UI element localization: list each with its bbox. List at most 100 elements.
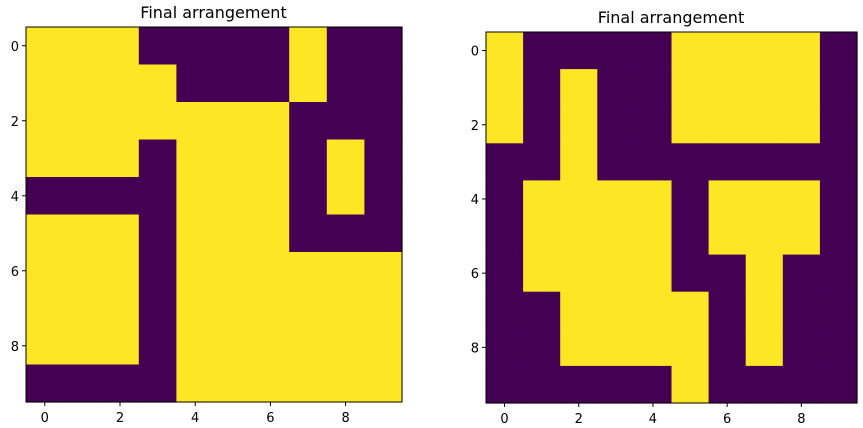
chart-right-cell-r7-c4 <box>634 291 673 330</box>
chart-left-cell-r8-c9 <box>364 327 403 366</box>
chart-left-cell-r5-c3 <box>138 214 177 253</box>
chart-right-x-ticks: 0 2 4 6 8 <box>500 403 805 427</box>
chart-left-cells <box>26 27 403 403</box>
chart-left-cell-r8-c7 <box>289 327 328 366</box>
chart-left-cell-r7-c6 <box>251 289 290 328</box>
chart-left-x-tick-label: 4 <box>191 411 199 426</box>
chart-left-cell-r9-c2 <box>101 364 140 403</box>
chart-left-y-ticks: 0 2 4 6 8 <box>11 40 26 355</box>
chart-right-cell-r2-c1 <box>523 106 561 144</box>
chart-right-cell-r0-c5 <box>671 32 710 70</box>
chart-left-cell-r1-c3 <box>138 64 177 103</box>
chart-left-cell-r5-c9 <box>364 214 403 253</box>
chart-right-cell-r9-c5 <box>671 365 710 404</box>
chart-left-cell-r8-c8 <box>326 327 365 366</box>
chart-right-cell-r0-c7 <box>745 32 784 70</box>
chart-right-cell-r9-c6 <box>708 365 747 404</box>
chart-right-cell-r7-c6 <box>708 291 747 330</box>
chart-left-cell-r9-c0 <box>26 364 65 403</box>
chart-left-cell-r0-c3 <box>138 27 177 66</box>
chart-left-cell-r0-c8 <box>326 27 365 66</box>
chart-left-cell-r2-c4 <box>176 102 215 141</box>
chart-right-x-tick-label: 2 <box>575 412 583 427</box>
chart-right: Final arrangement 0 2 4 6 8 0 2 4 6 8 <box>471 8 858 427</box>
chart-left-cell-r1-c4 <box>176 64 215 103</box>
chart-left: Final arrangement 0 2 4 6 8 0 2 4 6 8 <box>11 3 403 426</box>
chart-right-x-tick-label: 8 <box>797 412 805 427</box>
chart-right-cell-r6-c3 <box>597 254 635 293</box>
chart-right-cell-r9-c9 <box>819 365 858 404</box>
chart-right-cell-r7-c2 <box>560 291 598 330</box>
chart-right-cell-r4-c4 <box>634 180 673 219</box>
chart-left-cell-r0-c9 <box>364 27 403 66</box>
chart-left-cell-r7-c2 <box>101 289 140 328</box>
chart-right-cell-r7-c1 <box>523 291 561 330</box>
chart-left-cell-r0-c6 <box>251 27 290 66</box>
chart-right-cell-r3-c5 <box>671 143 710 181</box>
chart-right-cell-r5-c1 <box>523 217 561 256</box>
chart-left-cell-r1-c5 <box>214 64 253 103</box>
chart-left-cell-r7-c9 <box>364 289 403 328</box>
chart-left-cell-r5-c5 <box>214 214 253 253</box>
chart-left-cell-r8-c1 <box>63 327 102 366</box>
chart-right-cell-r9-c0 <box>486 365 524 404</box>
chart-right-cell-r9-c2 <box>560 365 598 404</box>
chart-left-cell-r1-c2 <box>101 64 140 103</box>
chart-left-y-tick-label: 0 <box>11 40 19 55</box>
chart-right-cell-r2-c4 <box>634 106 673 144</box>
chart-left-cell-r4-c3 <box>138 177 177 216</box>
chart-right-cell-r2-c6 <box>708 106 747 144</box>
chart-right-cell-r8-c9 <box>819 328 858 367</box>
chart-right-y-tick-label: 6 <box>471 267 479 282</box>
chart-left-cell-r5-c8 <box>326 214 365 253</box>
chart-right-cell-r2-c7 <box>745 106 784 144</box>
chart-left-cell-r9-c8 <box>326 364 365 403</box>
chart-right-cell-r5-c5 <box>671 217 710 256</box>
chart-left-cell-r6-c8 <box>326 252 365 291</box>
chart-right-cells <box>486 32 858 404</box>
chart-left-y-tick-label: 6 <box>11 265 19 280</box>
chart-right-cell-r9-c1 <box>523 365 561 404</box>
chart-left-cell-r0-c7 <box>289 27 328 66</box>
chart-right-cell-r8-c8 <box>782 328 821 367</box>
chart-right-cell-r2-c9 <box>819 106 858 144</box>
chart-left-x-tick-label: 6 <box>266 411 274 426</box>
chart-left-cell-r1-c0 <box>26 64 65 103</box>
chart-right-cell-r6-c9 <box>819 254 858 293</box>
chart-left-cell-r6-c5 <box>214 252 253 291</box>
chart-right-cell-r5-c7 <box>745 217 784 256</box>
chart-right-cell-r6-c5 <box>671 254 710 293</box>
chart-left-cell-r0-c0 <box>26 27 65 66</box>
chart-left-cell-r8-c4 <box>176 327 215 366</box>
chart-right-cell-r1-c1 <box>523 69 561 107</box>
chart-left-cell-r7-c5 <box>214 289 253 328</box>
chart-right-y-tick-label: 0 <box>471 45 479 60</box>
chart-left-cell-r6-c9 <box>364 252 403 291</box>
chart-left-cell-r4-c8 <box>326 177 365 216</box>
chart-left-cell-r9-c6 <box>251 364 290 403</box>
chart-left-cell-r5-c2 <box>101 214 140 253</box>
chart-right-cell-r7-c3 <box>597 291 635 330</box>
chart-right-cell-r9-c7 <box>745 365 784 404</box>
chart-right-cell-r0-c6 <box>708 32 747 70</box>
chart-right-y-ticks: 0 2 4 6 8 <box>471 45 486 356</box>
chart-left-cell-r7-c3 <box>138 289 177 328</box>
chart-left-cell-r2-c6 <box>251 102 290 141</box>
chart-left-x-tick-label: 8 <box>341 411 349 426</box>
chart-right-cell-r1-c2 <box>560 69 598 107</box>
chart-right-cell-r0-c0 <box>486 32 524 70</box>
chart-right-cell-r6-c1 <box>523 254 561 293</box>
chart-left-cell-r5-c7 <box>289 214 328 253</box>
chart-right-x-tick-label: 0 <box>500 412 508 427</box>
chart-right-cell-r4-c1 <box>523 180 561 219</box>
chart-right-cell-r2-c3 <box>597 106 635 144</box>
chart-right-cell-r5-c2 <box>560 217 598 256</box>
chart-right-cell-r6-c4 <box>634 254 673 293</box>
chart-right-cell-r1-c7 <box>745 69 784 107</box>
chart-right-cell-r3-c4 <box>634 143 673 181</box>
chart-left-cell-r1-c7 <box>289 64 328 103</box>
chart-left-cell-r0-c2 <box>101 27 140 66</box>
chart-left-cell-r3-c1 <box>63 139 102 178</box>
chart-left-cell-r1-c6 <box>251 64 290 103</box>
